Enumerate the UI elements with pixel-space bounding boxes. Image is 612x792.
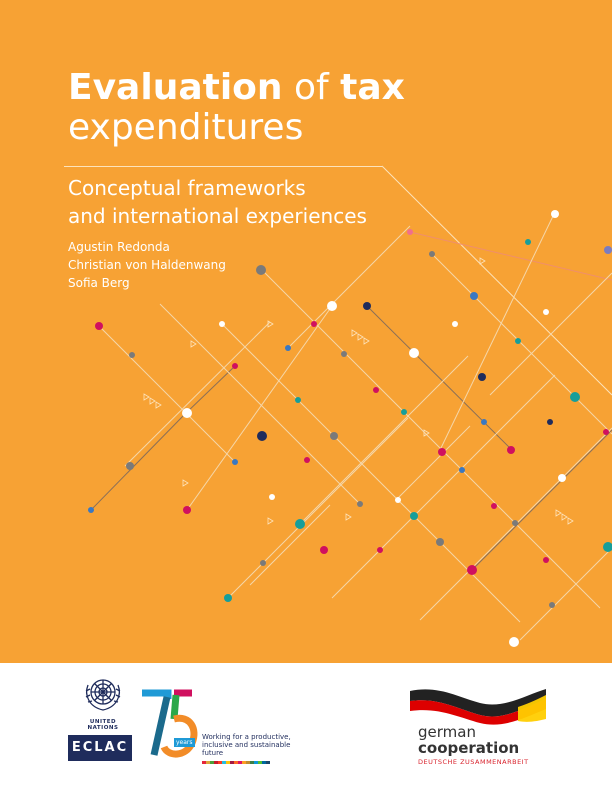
title-bold-evaluation: Evaluation <box>68 67 283 108</box>
cooperation-label: cooperation <box>418 739 520 757</box>
author-list: Agustin Redonda Christian von Haldenwang… <box>68 238 226 292</box>
deutsche-zusammenarbeit-label: DEUTSCHE ZUSAMMENARBEIT <box>418 758 529 766</box>
united-nations-logo: UNITED NATIONS <box>78 675 128 731</box>
sdg-color-strip <box>202 761 270 764</box>
author-name: Agustin Redonda <box>68 240 170 254</box>
document-subtitle: Conceptual frameworks and international … <box>68 174 367 230</box>
un-label: UNITED NATIONS <box>87 719 119 731</box>
title-line-2: expenditures <box>68 107 304 148</box>
anniversary-years-label: years <box>174 738 195 747</box>
publisher-footer: UNITED NATIONS ECLAC years Working for a… <box>0 663 612 792</box>
title-connector: of <box>282 67 341 108</box>
document-title: Evaluation of tax expenditures <box>68 68 405 148</box>
title-divider <box>64 166 382 167</box>
subtitle-line-2: and international experiences <box>68 204 367 228</box>
subtitle-line-1: Conceptual frameworks <box>68 176 306 200</box>
cover: Evaluation of tax expenditures Conceptua… <box>0 0 612 663</box>
un-emblem-icon <box>85 679 121 711</box>
author-name: Sofia Berg <box>68 276 130 290</box>
title-bold-tax: tax <box>340 67 405 108</box>
german-label: german <box>418 723 476 741</box>
anniversary-tagline: Working for a productive, inclusive and … <box>202 733 291 757</box>
author-name: Christian von Haldenwang <box>68 258 226 272</box>
network-pattern <box>88 165 612 647</box>
title-line-1: Evaluation of tax <box>68 67 405 108</box>
german-flag-ribbon-icon <box>410 689 546 725</box>
eclac-logo: ECLAC <box>68 735 132 761</box>
75-years-logo-icon <box>142 689 198 758</box>
